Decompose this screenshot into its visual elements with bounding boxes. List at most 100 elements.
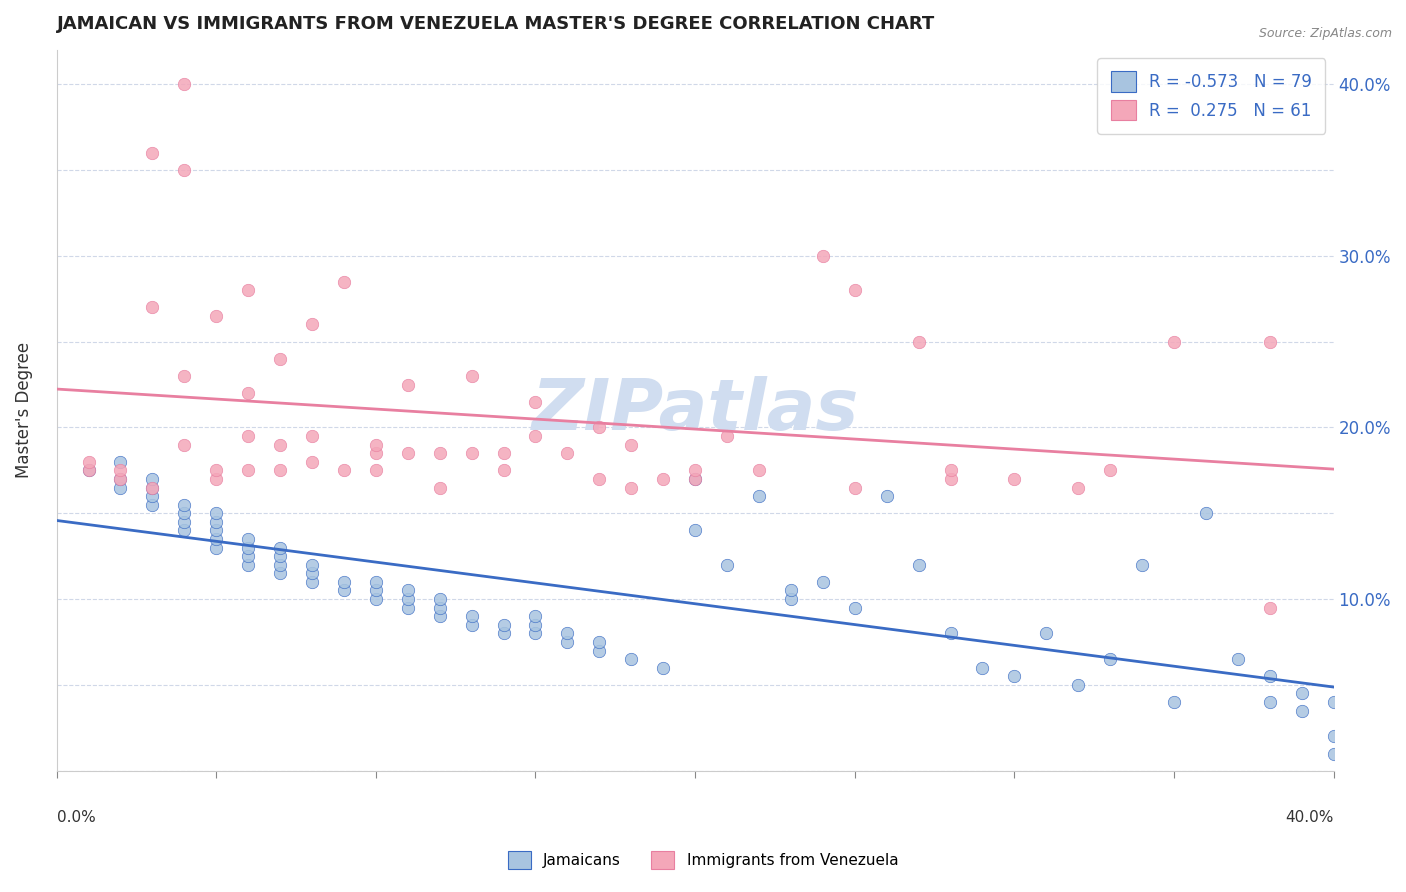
Text: Source: ZipAtlas.com: Source: ZipAtlas.com [1258,27,1392,40]
Point [110,481,132,495]
Point [269,549,291,563]
Point [396,377,419,392]
Legend: R = -0.573   N = 79, R =  0.275   N = 61: R = -0.573 N = 79, R = 0.275 N = 61 [1098,58,1326,134]
Point [652,472,675,486]
Point [1323,695,1346,709]
Point [205,309,228,323]
Point [205,463,228,477]
Point [429,592,451,607]
Point [396,446,419,460]
Point [716,429,738,443]
Point [269,558,291,572]
Point [205,532,228,546]
Point [620,652,643,666]
Point [1099,463,1122,477]
Point [238,532,260,546]
Point [844,600,866,615]
Point [269,351,291,366]
Point [301,566,323,581]
Point [557,626,579,640]
Point [301,318,323,332]
Point [238,541,260,555]
Point [1002,669,1025,683]
Point [301,455,323,469]
Point [141,145,163,160]
Point [364,592,387,607]
Point [939,463,962,477]
Point [269,541,291,555]
Point [141,300,163,314]
Point [492,463,515,477]
Point [524,626,547,640]
Point [1163,334,1185,349]
Point [748,489,770,503]
Point [333,574,356,589]
Point [205,515,228,529]
Point [77,463,100,477]
Point [1163,695,1185,709]
Point [972,661,994,675]
Point [524,429,547,443]
Point [1002,472,1025,486]
Point [1291,704,1313,718]
Point [110,472,132,486]
Point [141,489,163,503]
Point [364,574,387,589]
Point [620,437,643,451]
Point [524,394,547,409]
Point [173,515,195,529]
Point [1226,652,1249,666]
Point [460,617,482,632]
Point [173,77,195,91]
Point [173,506,195,520]
Text: 0.0%: 0.0% [56,810,96,825]
Point [429,446,451,460]
Point [301,429,323,443]
Point [396,592,419,607]
Point [1099,652,1122,666]
Point [1258,600,1281,615]
Point [396,600,419,615]
Point [811,574,834,589]
Point [333,275,356,289]
Point [396,583,419,598]
Legend: Jamaicans, Immigrants from Venezuela: Jamaicans, Immigrants from Venezuela [502,845,904,875]
Text: 40.0%: 40.0% [1285,810,1334,825]
Point [1195,506,1218,520]
Point [683,524,706,538]
Point [110,463,132,477]
Point [205,506,228,520]
Point [429,481,451,495]
Point [588,643,610,657]
Point [173,163,195,178]
Point [269,566,291,581]
Point [77,455,100,469]
Point [173,368,195,383]
Point [683,472,706,486]
Point [301,558,323,572]
Point [173,437,195,451]
Point [238,429,260,443]
Point [780,592,803,607]
Point [173,524,195,538]
Point [269,463,291,477]
Point [844,481,866,495]
Point [780,583,803,598]
Point [1067,678,1090,692]
Point [77,463,100,477]
Point [429,600,451,615]
Point [492,617,515,632]
Point [269,437,291,451]
Point [939,472,962,486]
Point [141,481,163,495]
Point [1323,747,1346,761]
Text: ZIPatlas: ZIPatlas [531,376,859,445]
Point [907,334,929,349]
Point [110,455,132,469]
Point [939,626,962,640]
Point [205,524,228,538]
Point [844,283,866,297]
Point [110,472,132,486]
Point [716,558,738,572]
Point [141,481,163,495]
